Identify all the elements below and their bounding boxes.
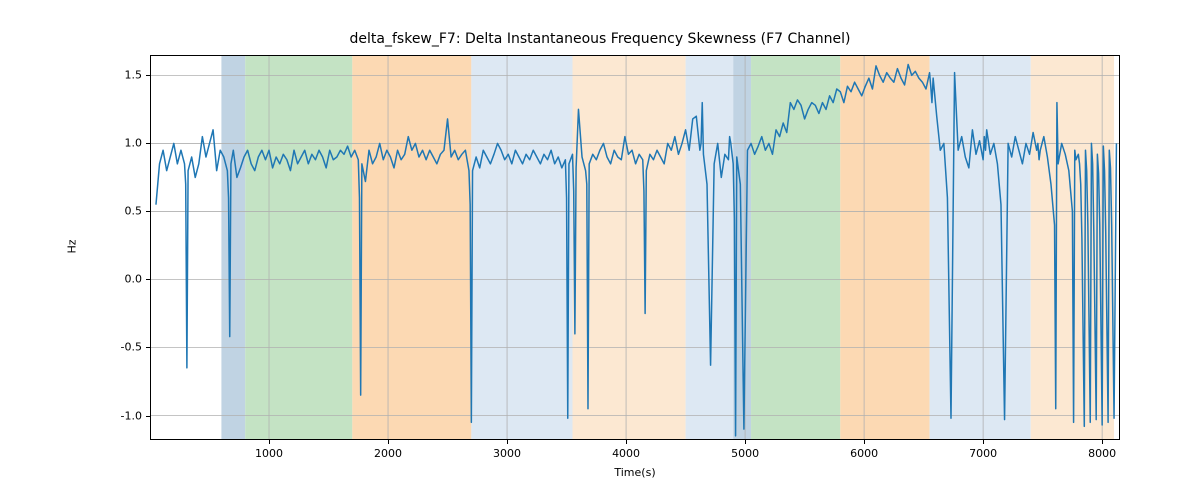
y-tick-mark (146, 279, 150, 280)
x-tick-mark (864, 440, 865, 444)
chart-title: delta_fskew_F7: Delta Instantaneous Freq… (0, 31, 1200, 47)
background-band (930, 55, 1031, 440)
x-tick-label: 2000 (374, 447, 402, 460)
x-tick-label: 3000 (493, 447, 521, 460)
spine-bottom (150, 439, 1120, 440)
x-tick-mark (1102, 440, 1103, 444)
y-tick-label: -1.0 (108, 409, 142, 422)
y-tick-mark (146, 347, 150, 348)
x-tick-label: 5000 (731, 447, 759, 460)
background-band (751, 55, 840, 440)
x-tick-label: 7000 (969, 447, 997, 460)
x-tick-mark (983, 440, 984, 444)
y-tick-label: -0.5 (108, 341, 142, 354)
y-axis-label: Hz (66, 239, 79, 253)
spine-left (150, 55, 151, 440)
plot-svg (150, 55, 1120, 440)
y-tick-mark (146, 416, 150, 417)
x-tick-mark (626, 440, 627, 444)
background-band (352, 55, 471, 440)
spine-right (1119, 55, 1120, 440)
x-tick-label: 1000 (255, 447, 283, 460)
x-tick-mark (269, 440, 270, 444)
figure: delta_fskew_F7: Delta Instantaneous Freq… (0, 0, 1200, 500)
x-tick-mark (745, 440, 746, 444)
x-tick-mark (388, 440, 389, 444)
y-tick-label: 1.0 (108, 137, 142, 150)
axes (150, 55, 1120, 440)
background-band (245, 55, 352, 440)
x-tick-label: 4000 (612, 447, 640, 460)
y-tick-mark (146, 211, 150, 212)
spine-top (150, 55, 1120, 56)
y-tick-label: 1.5 (108, 69, 142, 82)
background-band (686, 55, 734, 440)
y-tick-mark (146, 143, 150, 144)
y-tick-mark (146, 75, 150, 76)
background-band (840, 55, 929, 440)
y-tick-label: 0.5 (108, 205, 142, 218)
x-axis-label: Time(s) (150, 466, 1120, 479)
plot-area (150, 55, 1120, 440)
x-tick-label: 6000 (850, 447, 878, 460)
background-band (471, 55, 572, 440)
x-tick-mark (507, 440, 508, 444)
y-tick-label: 0.0 (108, 273, 142, 286)
x-tick-label: 8000 (1088, 447, 1116, 460)
background-band (221, 55, 245, 440)
